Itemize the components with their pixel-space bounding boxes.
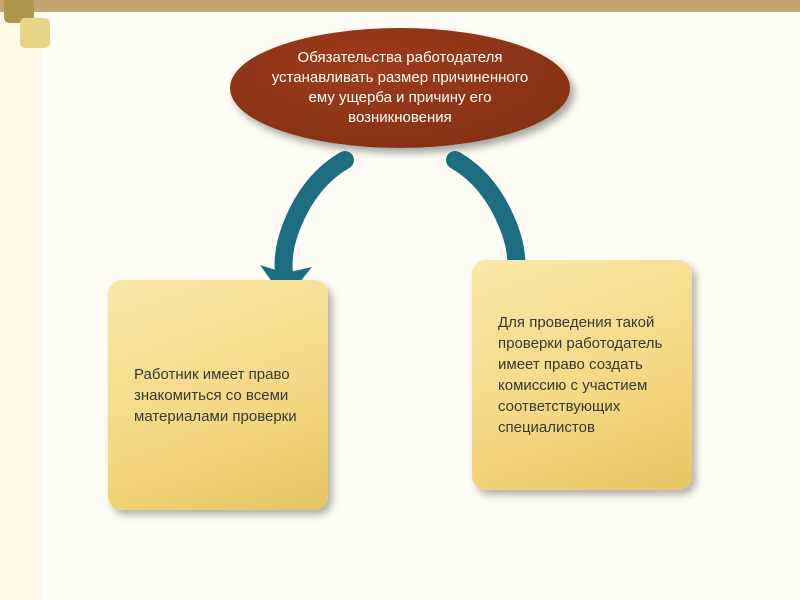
- oval-text: Обязательства работодателя устанавливать…: [270, 48, 530, 129]
- left-box: Работник имеет право знакомиться со всем…: [108, 280, 328, 510]
- left-border-strip: [0, 0, 42, 600]
- top-border-strip: [0, 0, 800, 12]
- right-box-text: Для проведения такой проверки работодате…: [498, 312, 666, 438]
- decoration-square-light: [20, 18, 50, 48]
- right-box: Для проведения такой проверки работодате…: [472, 260, 692, 490]
- left-box-text: Работник имеет право знакомиться со всем…: [134, 364, 302, 427]
- top-oval: Обязательства работодателя устанавливать…: [230, 28, 570, 148]
